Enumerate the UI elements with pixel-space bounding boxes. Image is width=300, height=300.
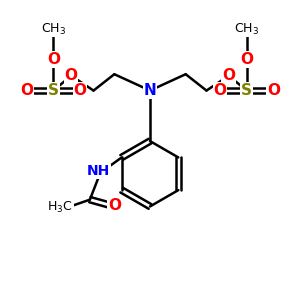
Text: S: S: [241, 83, 252, 98]
Text: NH: NH: [87, 164, 110, 178]
Text: O: O: [20, 83, 33, 98]
Text: O: O: [222, 68, 235, 83]
Text: CH$_3$: CH$_3$: [41, 22, 66, 37]
Text: H$_3$C: H$_3$C: [47, 200, 73, 214]
Text: O: O: [213, 83, 226, 98]
Text: O: O: [240, 52, 253, 67]
Text: O: O: [267, 83, 280, 98]
Text: N: N: [144, 83, 156, 98]
Text: O: O: [108, 198, 121, 213]
Text: CH$_3$: CH$_3$: [234, 22, 259, 37]
Text: O: O: [47, 52, 60, 67]
Text: O: O: [74, 83, 87, 98]
Text: O: O: [65, 68, 78, 83]
Text: S: S: [48, 83, 59, 98]
